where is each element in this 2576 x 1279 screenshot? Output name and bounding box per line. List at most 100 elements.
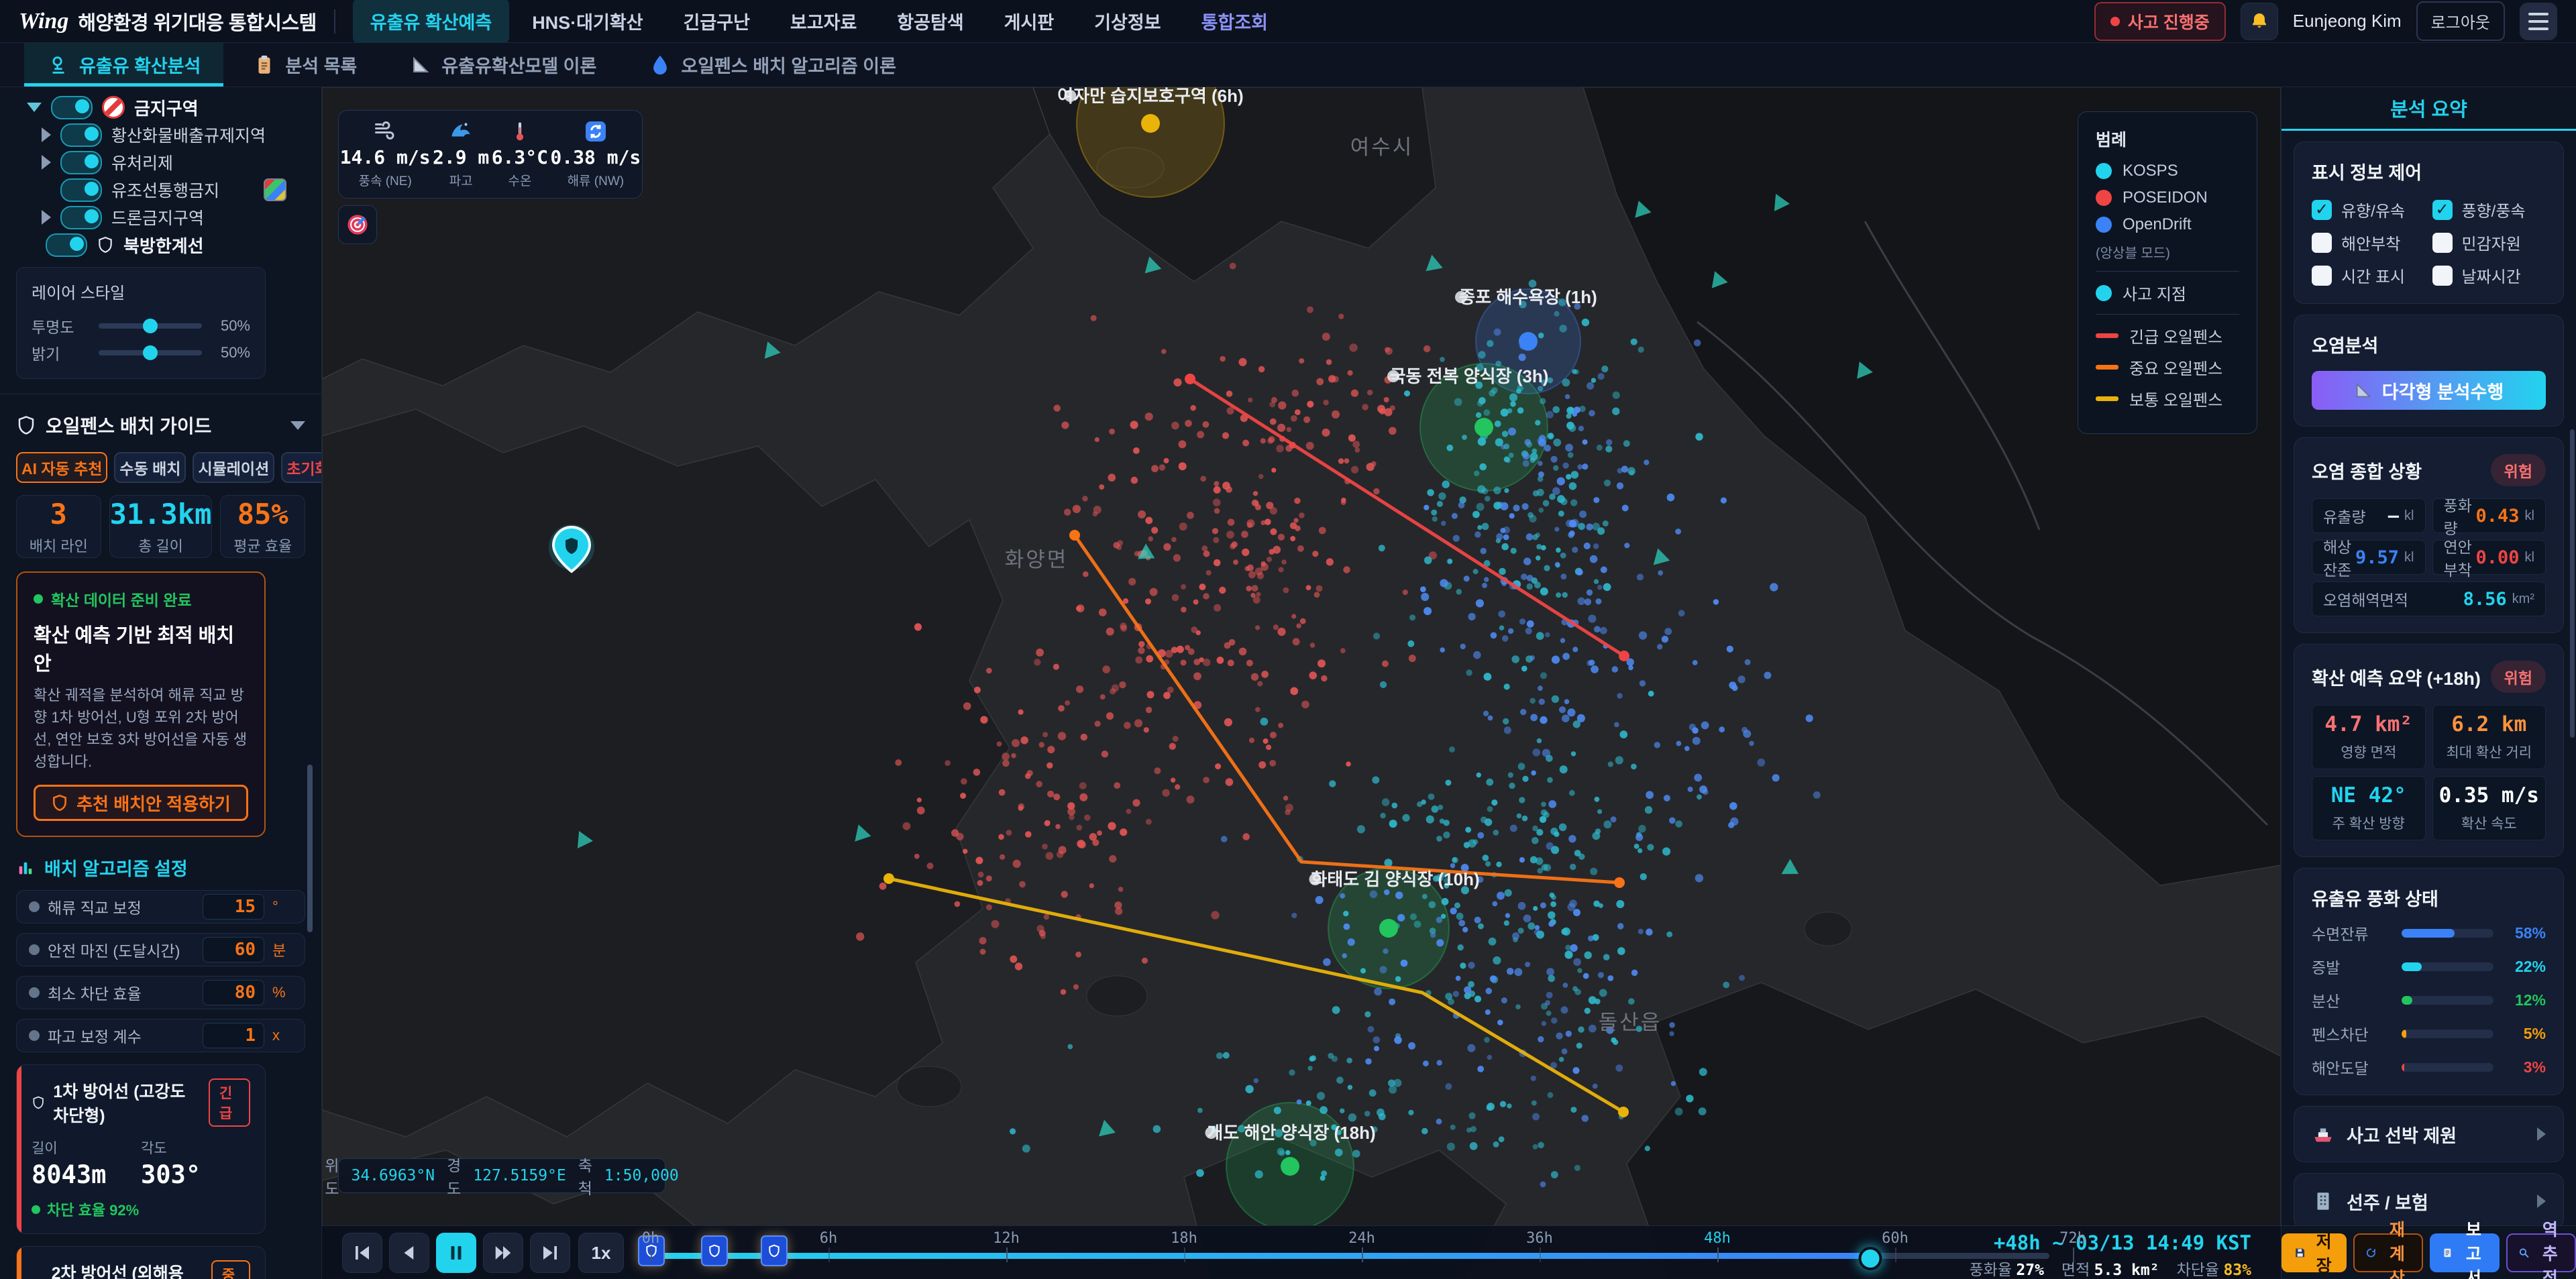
map-canvas[interactable]: 여자만 습지보호구역 (6h) 종포 해수욕장 (1h) 국동 전복 양식장 (3h… <box>322 87 2281 1279</box>
layer-toggle[interactable] <box>60 178 102 202</box>
checkbox[interactable] <box>2432 199 2453 220</box>
collapsed-card-0[interactable]: 사고 선박 제원 <box>2294 1106 2564 1162</box>
timeline-track[interactable] <box>638 1235 2049 1270</box>
algo-setting-input[interactable]: 80 <box>203 980 264 1005</box>
timeline-tick-mark <box>1717 1247 1719 1262</box>
main-nav-tab-5[interactable]: 게시판 <box>1004 13 1055 33</box>
clipboard-icon <box>258 55 270 74</box>
timeline-tick-label: 18h <box>1171 1230 1197 1247</box>
status-row-3: 연안부착 0.00 kl <box>2432 539 2546 579</box>
main-nav-tab-3[interactable]: 보고자료 <box>790 13 857 33</box>
bar-value: 22% <box>2514 957 2546 975</box>
main-nav-tab-6[interactable]: 기상정보 <box>1094 13 1161 33</box>
ruler-icon <box>2356 382 2371 398</box>
main-nav-tab-1[interactable]: HNS·대기확산 <box>532 13 643 33</box>
recenter-incident-button[interactable] <box>338 205 377 244</box>
main-nav-tab-7[interactable]: 통합조회 <box>1201 13 1268 33</box>
status-label: 풍화량 <box>2443 497 2472 537</box>
fence-mode-button-3[interactable]: 초기화 <box>281 452 321 483</box>
fast-forward-button[interactable] <box>483 1233 523 1273</box>
collapsed-card-1[interactable]: 선주 / 보험 <box>2294 1173 2564 1225</box>
layer-toggle[interactable] <box>60 150 102 174</box>
skip-start-button[interactable] <box>342 1233 382 1273</box>
fence-mode-button-1[interactable]: 수동 배치 <box>114 452 186 483</box>
bar-value: 58% <box>2514 924 2546 942</box>
tab-ruler[interactable]: 유출유확산모델 이론 <box>386 43 619 87</box>
layer-style-chip-button[interactable] <box>264 178 286 201</box>
recalculate-button[interactable]: 재계산 <box>2353 1221 2424 1279</box>
tab-microscope[interactable]: 유출유 확산분석 <box>24 43 224 87</box>
sidebar-scrollbar[interactable] <box>307 765 313 932</box>
defense-line-card-1[interactable]: 2차 방어선 (외해용 중형 포위망)중요길이11180m각도303°차단 효율… <box>16 1246 266 1279</box>
backtrace-button[interactable]: 역추적 <box>2506 1221 2576 1279</box>
main-nav-tab-0[interactable]: 유출유 확산예측 <box>352 0 510 44</box>
step-back-button[interactable] <box>389 1233 429 1273</box>
tab-droplet-shield[interactable]: 오일펜스 배치 알고리즘 이론 <box>626 43 919 87</box>
fence-mode-button-0[interactable]: AI 자동 추천 <box>16 452 108 483</box>
tree-expander-right[interactable] <box>42 155 51 170</box>
display-checkbox-3[interactable]: 민감자원 <box>2432 231 2546 254</box>
checkbox[interactable] <box>2312 265 2332 286</box>
svg-text:개도 해안 양식장 (18h): 개도 해안 양식장 (18h) <box>1207 1123 1375 1143</box>
timeline-thumb[interactable] <box>1858 1247 1882 1270</box>
checkbox[interactable] <box>2432 232 2453 253</box>
pollution-status-rows: 유출량 – kl 풍화량 0.43 kl 해상잔존 9.57 kl 연안부착 0.00 kl 오염해역면… <box>2312 497 2546 616</box>
defense-card-title: 1차 방어선 (고강도 차단형) <box>53 1082 186 1125</box>
timeline-fence-deploy-marker[interactable] <box>761 1235 788 1266</box>
tree-expander-right[interactable] <box>42 127 51 142</box>
angle-value: 303° <box>141 1160 201 1189</box>
pollution-analysis-card: 오염분석 다각형 분석수행 <box>2294 315 2564 427</box>
algo-setting-input[interactable]: 60 <box>203 937 264 962</box>
display-checkbox-5[interactable]: 날짜시간 <box>2432 264 2546 287</box>
defense-line-card-0[interactable]: 1차 방어선 (고강도 차단형) 긴급 길이 8043m 각도 303° 차단 효율 92% <box>16 1064 266 1234</box>
skip-end-button[interactable] <box>530 1233 570 1273</box>
collapsed-card-label: 선주 / 보험 <box>2347 1192 2428 1213</box>
svg-text:여수시: 여수시 <box>1350 135 1414 159</box>
logout-button[interactable]: 로그아웃 <box>2416 1 2505 41</box>
checkbox[interactable] <box>2432 265 2453 286</box>
layer-toggle[interactable] <box>60 123 102 147</box>
report-button[interactable]: 보고서 <box>2430 1221 2500 1279</box>
notifications-button[interactable] <box>2240 2 2278 40</box>
slider-thumb[interactable] <box>143 345 158 360</box>
slider-thumb[interactable] <box>143 319 158 333</box>
display-checkbox-1[interactable]: 풍향/풍속 <box>2432 198 2546 221</box>
slider-track[interactable] <box>99 319 202 333</box>
algo-setting-input[interactable]: 1 <box>203 1023 264 1048</box>
algo-setting-label: 파고 보정 계수 <box>48 1028 142 1046</box>
shield-icon <box>769 1244 780 1258</box>
timeline-fence-deploy-marker[interactable] <box>701 1235 728 1266</box>
tree-expander-down[interactable] <box>27 103 42 112</box>
panel-scrollbar[interactable] <box>2570 429 2575 738</box>
incident-pin[interactable] <box>549 524 594 573</box>
shield-icon <box>99 237 112 253</box>
layer-toggle[interactable] <box>60 205 102 229</box>
main-nav-tab-4[interactable]: 항공탐색 <box>897 13 964 33</box>
fence-guide-header[interactable]: 오일펜스 배치 가이드 <box>16 412 305 439</box>
polygon-analysis-button[interactable]: 다각형 분석수행 <box>2312 371 2546 410</box>
pause-button[interactable] <box>436 1233 476 1273</box>
checkbox[interactable] <box>2312 199 2332 220</box>
menu-button[interactable] <box>2520 2 2557 40</box>
topbar-right: 사고 진행중 Eunjeong Kim 로그아웃 <box>2094 1 2557 41</box>
main-nav-tab-2[interactable]: 긴급구난 <box>683 13 750 33</box>
fence-mode-button-2[interactable]: 시뮬레이션 <box>193 452 275 483</box>
display-checkbox-2[interactable]: 해안부착 <box>2312 231 2426 254</box>
save-button[interactable]: 저장 <box>2282 1233 2347 1276</box>
checkbox[interactable] <box>2312 232 2332 253</box>
display-checkbox-4[interactable]: 시간 표시 <box>2312 264 2426 287</box>
bullet-icon <box>29 944 40 955</box>
slider-value: 50% <box>220 317 250 334</box>
spill-particles <box>856 262 1821 1188</box>
status-unit: kl <box>2524 508 2534 523</box>
playback-speed-button[interactable]: 1x <box>578 1233 624 1273</box>
display-checkbox-0[interactable]: 유향/유속 <box>2312 198 2426 221</box>
layer-toggle[interactable] <box>46 233 87 257</box>
apply-plan-button[interactable]: 추천 배치안 적용하기 <box>34 785 248 821</box>
stat-label: 차단율 <box>2176 1261 2224 1278</box>
tab-clipboard[interactable]: 분석 목록 <box>230 43 380 87</box>
algo-setting-input[interactable]: 15 <box>203 894 264 920</box>
tree-expander-right[interactable] <box>42 210 51 225</box>
slider-track[interactable] <box>99 345 202 360</box>
layer-toggle[interactable] <box>51 95 93 119</box>
